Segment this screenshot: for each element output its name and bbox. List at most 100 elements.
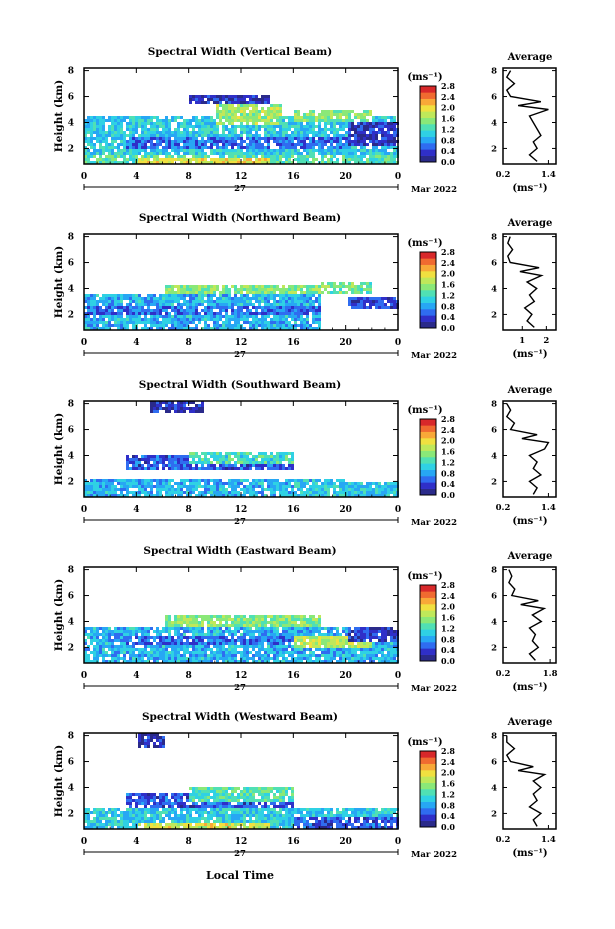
heatmap-cell — [141, 318, 144, 321]
heatmap-cell — [297, 485, 300, 488]
heatmap-cell — [366, 297, 369, 300]
heatmap-cell — [264, 149, 267, 152]
heatmap-cell — [120, 122, 123, 125]
heatmap-cell — [324, 657, 327, 660]
heatmap-cell — [228, 119, 231, 122]
heatmap-cell — [195, 627, 198, 630]
heatmap-cell — [174, 407, 177, 410]
heatmap-cell — [123, 488, 126, 491]
colorbar-swatch — [420, 258, 436, 265]
heatmap-cell — [168, 636, 171, 639]
heatmap-cell — [96, 651, 99, 654]
heatmap-cell — [198, 101, 201, 104]
heatmap-cell — [84, 306, 87, 309]
heatmap-cell — [318, 140, 321, 143]
colorbar-swatch — [420, 124, 436, 131]
heatmap-cell — [342, 137, 345, 140]
heatmap-cell — [165, 485, 168, 488]
heatmap-cell — [153, 303, 156, 306]
heatmap-cell — [393, 300, 396, 303]
heatmap-cell — [243, 618, 246, 621]
heatmap-cell — [309, 288, 312, 291]
heatmap-cell — [153, 455, 156, 458]
heatmap-cell — [207, 297, 210, 300]
heatmap-cell — [219, 303, 222, 306]
heatmap-cell — [240, 627, 243, 630]
heatmap-cell — [99, 116, 102, 119]
heatmap-cell — [141, 309, 144, 312]
heatmap-cell — [207, 161, 210, 164]
heatmap-cell — [126, 134, 129, 137]
heatmap-cell — [261, 494, 264, 497]
heatmap-cell — [276, 458, 279, 461]
heatmap-cell — [114, 155, 117, 158]
heatmap-cell — [87, 116, 90, 119]
heatmap-cell — [156, 324, 159, 327]
heatmap-cell — [243, 657, 246, 660]
heatmap-cell — [150, 636, 153, 639]
heatmap-cell — [303, 128, 306, 131]
heatmap-cell — [165, 624, 168, 627]
heatmap-cell — [180, 155, 183, 158]
heatmap-cell — [267, 488, 270, 491]
heatmap-cell — [240, 315, 243, 318]
heatmap-cell — [258, 479, 261, 482]
heatmap-cell — [291, 621, 294, 624]
heatmap-cell — [273, 291, 276, 294]
heatmap-cell — [246, 455, 249, 458]
heatmap-cell — [108, 645, 111, 648]
heatmap-cell — [246, 467, 249, 470]
heatmap-cell — [288, 155, 291, 158]
heatmap-cell — [372, 131, 375, 134]
heatmap-cell — [168, 146, 171, 149]
colorbar-tick-label: 2.4 — [441, 92, 455, 102]
heatmap-cell — [222, 615, 225, 618]
heatmap-cell — [258, 158, 261, 161]
heatmap-cell — [288, 321, 291, 324]
heatmap-cell — [384, 158, 387, 161]
heatmap-cell — [366, 122, 369, 125]
colorbar-swatch — [420, 302, 436, 310]
heatmap-cell — [192, 321, 195, 324]
heatmap-cell — [132, 125, 135, 128]
heatmap-cell — [201, 642, 204, 645]
heatmap-cell — [291, 140, 294, 143]
heatmap-cell — [240, 134, 243, 137]
heatmap-cell — [249, 288, 252, 291]
heatmap-cell — [327, 110, 330, 113]
heatmap-cell — [252, 143, 255, 146]
heatmap-cell — [222, 461, 225, 464]
heatmap-cell — [294, 288, 297, 291]
heatmap-cell — [312, 488, 315, 491]
heatmap-cell — [246, 303, 249, 306]
heatmap-cell — [336, 485, 339, 488]
heatmap-cell — [132, 140, 135, 143]
heatmap-cell — [138, 654, 141, 657]
heatmap-cell — [246, 95, 249, 98]
heatmap-cell — [207, 125, 210, 128]
heatmap-cell — [198, 654, 201, 657]
heatmap-cell — [219, 306, 222, 309]
heatmap-cell — [282, 482, 285, 485]
heatmap-cell — [279, 107, 282, 110]
heatmap-cell — [117, 119, 120, 122]
heatmap-cell — [294, 321, 297, 324]
heatmap-cell — [102, 125, 105, 128]
heatmap-cell — [228, 627, 231, 630]
heatmap-cell — [120, 137, 123, 140]
heatmap-cell — [189, 621, 192, 624]
heatmap-cell — [138, 648, 141, 651]
heatmap-cell — [324, 152, 327, 155]
heatmap-cell — [177, 321, 180, 324]
heatmap-cell — [294, 618, 297, 621]
heatmap-cell — [291, 134, 294, 137]
heatmap-cell — [207, 315, 210, 318]
heatmap-cell — [207, 488, 210, 491]
heatmap-cell — [240, 467, 243, 470]
heatmap-cell — [132, 152, 135, 155]
heatmap-cell — [291, 125, 294, 128]
heatmap-cell — [225, 146, 228, 149]
heatmap-cell — [384, 131, 387, 134]
heatmap-cell — [153, 137, 156, 140]
heatmap-cell — [225, 125, 228, 128]
